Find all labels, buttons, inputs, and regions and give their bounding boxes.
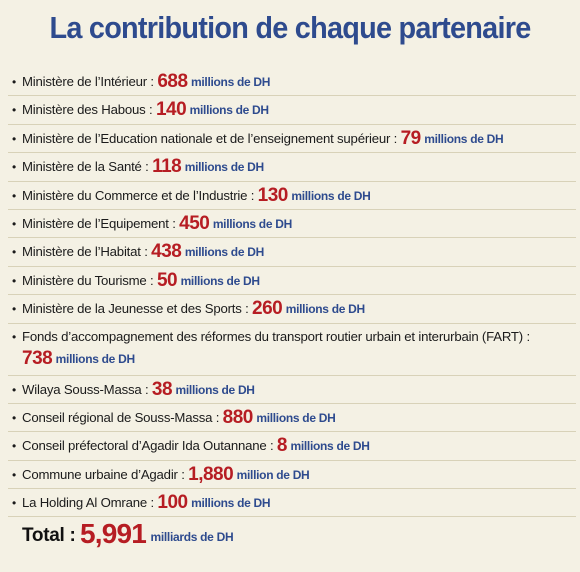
list-item: • Commune urbaine d’Agadir : 1,880 millio…	[8, 461, 576, 490]
divider	[8, 322, 576, 324]
bullet: •	[12, 131, 17, 146]
bullet: •	[12, 160, 17, 175]
item-label: Ministère de la Jeunesse et des Sports :	[22, 301, 249, 317]
total-label: Total :	[22, 525, 76, 546]
item-value: 438	[151, 241, 182, 263]
page-title: La contribution de chaque partenaire	[49, 10, 531, 45]
total-unit: milliards de DH	[150, 530, 234, 544]
item-label: Conseil régional de Souss-Massa :	[22, 409, 220, 425]
list-item: • Conseil préfectoral d’Agadir Ida Outann…	[8, 432, 576, 461]
divider	[8, 294, 576, 296]
divider	[8, 265, 576, 267]
item-unit: millions de DH	[290, 439, 370, 454]
item-label: Ministère de l’Equipement :	[22, 215, 176, 231]
bullet: •	[12, 273, 17, 288]
item-value: 79	[400, 127, 422, 149]
item-label: La Holding Al Omrane :	[22, 495, 154, 511]
item-unit: millions de DH	[184, 245, 264, 260]
bullet: •	[12, 302, 17, 317]
bullet: •	[12, 439, 17, 454]
divider	[8, 152, 576, 154]
total-row: Total : 5,991 milliards de DH	[22, 514, 234, 554]
divider	[8, 402, 576, 404]
item-value: 140	[155, 99, 187, 121]
list-item: • Ministère du Commerce et de l’Industrie…	[8, 182, 576, 210]
item-label: Ministère du Tourisme :	[22, 272, 154, 288]
item-unit: million de DH	[236, 467, 310, 482]
list-item: • Ministère de l’Intérieur : 688 millions…	[8, 68, 576, 97]
item-unit: millions de DH	[256, 410, 336, 425]
divider	[8, 180, 576, 182]
item-unit: millions de DH	[191, 75, 271, 89]
list-item: • Wilaya Souss-Massa : 38 millions de DH	[8, 376, 576, 404]
item-value: 118	[152, 156, 182, 178]
item-unit: millions de DH	[291, 188, 371, 203]
list-item: • Conseil régional de Souss-Massa : 880 m…	[8, 404, 576, 433]
item-label: Commune urbaine d’Agadir :	[22, 466, 185, 482]
item-unit: millions de DH	[184, 160, 264, 175]
item-value: 688	[157, 71, 188, 92]
item-value: 100	[157, 492, 188, 514]
divider	[8, 208, 576, 210]
item-label: Conseil préfectoral d’Agadir Ida Outanna…	[22, 438, 274, 454]
bullet: •	[12, 75, 17, 89]
item-value: 130	[257, 184, 289, 206]
bullet: •	[12, 103, 17, 118]
item-unit: millions de DH	[191, 496, 271, 511]
bullet: •	[12, 467, 17, 482]
bullet: •	[12, 382, 17, 397]
item-value: 260	[252, 298, 283, 320]
item-unit: millions de DH	[424, 131, 504, 146]
divider	[8, 123, 576, 125]
bullet: •	[12, 329, 17, 344]
total-value: 5,991	[79, 518, 147, 549]
item-unit: millions de DH	[212, 216, 292, 231]
item-unit: millions de DH	[189, 103, 269, 118]
bullet: •	[12, 216, 17, 231]
list-item: • Ministère de l’Equipement : 450 million…	[8, 210, 576, 239]
divider	[8, 95, 576, 97]
item-label: Ministère des Habous :	[22, 102, 153, 118]
item-value: 450	[179, 212, 210, 234]
divider	[8, 488, 576, 490]
item-value: 8	[276, 435, 288, 457]
list-item: • Ministère de l’Habitat : 438 millions d…	[8, 238, 576, 267]
list-item: • La Holding Al Omrane : 100 millions de …	[8, 489, 576, 518]
list-item: • Ministère des Habous : 140 millions de …	[8, 96, 576, 125]
list-item: • Fonds d’accompagnement des réformes du …	[8, 324, 576, 376]
item-unit: millions de DH	[175, 382, 255, 397]
item-label: Ministère de l’Education nationale et de…	[22, 130, 398, 146]
divider	[8, 459, 576, 461]
item-label: Ministère de l’Habitat :	[22, 244, 148, 260]
divider	[8, 431, 576, 433]
item-label: Ministère de la Santé :	[22, 159, 149, 175]
bullet: •	[12, 496, 17, 511]
item-value: 880	[222, 406, 254, 428]
bullet: •	[12, 410, 17, 425]
divider	[8, 516, 576, 518]
item-label: Fonds d’accompagnement des réformes du t…	[22, 328, 530, 344]
list-item: • Ministère de l’Education nationale et d…	[8, 125, 576, 154]
contribution-list: • Ministère de l’Intérieur : 688 millions…	[8, 68, 576, 518]
item-unit: millions de DH	[55, 351, 135, 366]
bullet: •	[12, 245, 17, 260]
item-label: Ministère du Commerce et de l’Industrie …	[22, 187, 255, 203]
item-value: 738	[22, 347, 53, 369]
item-value: 1,880	[188, 463, 234, 485]
item-label: Wilaya Souss-Massa :	[22, 381, 149, 397]
item-value: 50	[156, 269, 178, 291]
item-value: 38	[151, 378, 173, 400]
item-unit: millions de DH	[180, 273, 260, 288]
bullet: •	[12, 188, 17, 203]
divider	[8, 237, 576, 239]
divider	[8, 374, 576, 376]
list-item: • Ministère du Tourisme : 50 millions de …	[8, 267, 576, 296]
list-item: • Ministère de la Santé : 118 millions de…	[8, 153, 576, 182]
list-item: • Ministère de la Jeunesse et des Sports …	[8, 295, 576, 324]
item-label: Ministère de l’Intérieur :	[22, 74, 154, 89]
item-unit: millions de DH	[285, 302, 365, 317]
